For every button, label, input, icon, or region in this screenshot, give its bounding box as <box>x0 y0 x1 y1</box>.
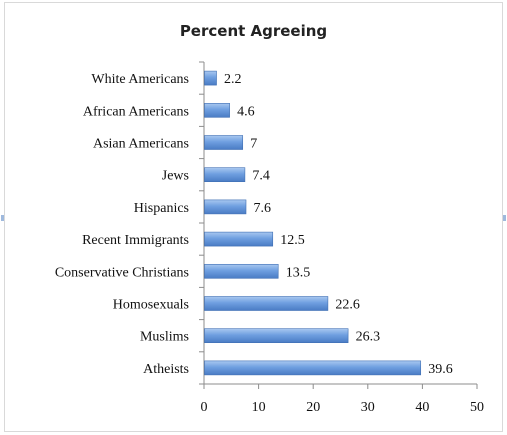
chart-frame <box>4 2 503 432</box>
bar[interactable] <box>204 199 247 215</box>
x-tick-label: 40 <box>415 400 429 415</box>
x-tick-label: 50 <box>470 400 484 415</box>
bar[interactable] <box>204 360 422 376</box>
chart-title: Percent Agreeing <box>179 22 328 40</box>
data-label: 26.3 <box>356 330 381 345</box>
data-label: 7.4 <box>252 169 269 184</box>
bar[interactable] <box>204 231 274 247</box>
category-label: White Americans <box>91 72 189 87</box>
category-label: Muslims <box>140 330 189 345</box>
category-label: Hispanics <box>134 201 189 216</box>
left-resize-handle[interactable] <box>1 215 4 221</box>
bar[interactable] <box>204 328 349 344</box>
right-resize-handle[interactable] <box>503 215 506 221</box>
data-label: 12.5 <box>280 233 305 248</box>
category-label: Jews <box>162 169 189 184</box>
bar[interactable] <box>204 70 217 86</box>
x-tick-label: 0 <box>201 400 208 415</box>
category-label: African Americans <box>83 104 189 119</box>
bar[interactable] <box>204 103 230 118</box>
category-label: Recent Immigrants <box>82 233 189 248</box>
category-label: Atheists <box>143 362 189 377</box>
x-tick-label: 10 <box>252 400 266 415</box>
bar[interactable] <box>204 263 279 279</box>
data-label: 7 <box>250 137 257 152</box>
data-label: 39.6 <box>428 362 453 377</box>
x-tick-label: 20 <box>306 400 320 415</box>
category-label: Homosexuals <box>113 298 189 313</box>
category-label: Conservative Christians <box>55 265 189 280</box>
bar[interactable] <box>204 167 246 182</box>
bar[interactable] <box>204 135 244 150</box>
data-label: 2.2 <box>224 72 242 87</box>
bar[interactable] <box>204 296 329 311</box>
x-tick-label: 30 <box>361 400 375 415</box>
data-label: 22.6 <box>335 298 360 313</box>
data-label: 13.5 <box>286 265 311 280</box>
data-label: 4.6 <box>237 104 255 119</box>
data-label: 7.6 <box>253 201 271 216</box>
category-label: Asian Americans <box>93 137 189 152</box>
